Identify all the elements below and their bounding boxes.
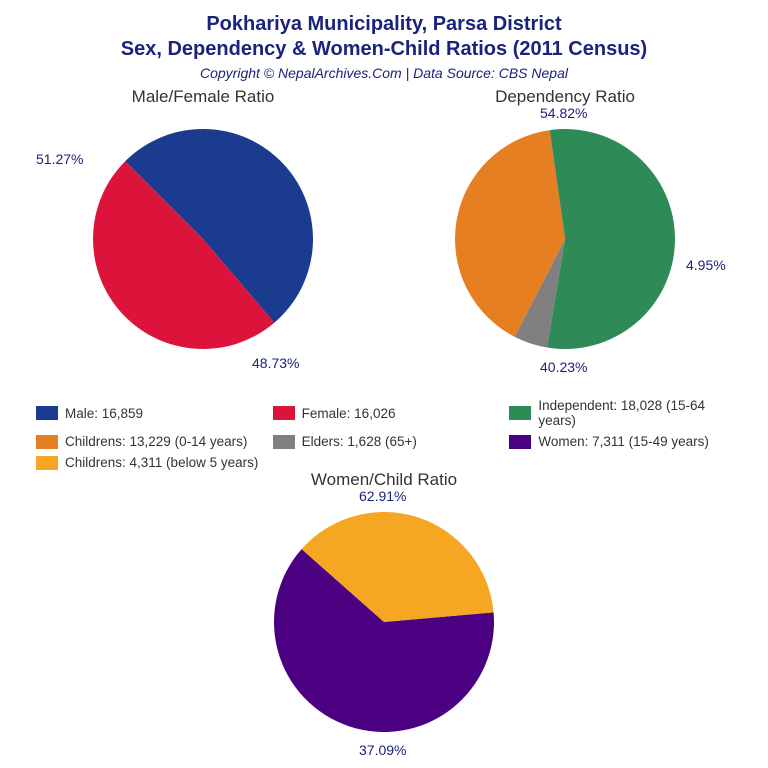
top-charts-row: Male/Female Ratio 51.27% 48.73% Dependenc… — [0, 87, 768, 387]
chart-title: Women/Child Ratio — [209, 470, 559, 490]
legend-swatch — [509, 406, 531, 420]
title-line-1: Pokhariya Municipality, Parsa District — [0, 12, 768, 37]
pie-slice-independent — [547, 129, 675, 349]
chart-title: Dependency Ratio — [390, 87, 740, 107]
pie-holder: 62.91%37.09% — [209, 492, 559, 752]
legend-label: Childrens: 4,311 (below 5 years) — [65, 455, 258, 470]
legend-label: Female: 16,026 — [302, 406, 396, 421]
legend-label: Elders: 1,628 (65+) — [302, 434, 417, 449]
slice-label-independent: 54.82% — [540, 105, 587, 121]
legend-swatch — [36, 456, 58, 470]
slice-label-elders: 4.95% — [686, 257, 726, 273]
pie-svg — [209, 492, 559, 752]
title-line-2: Sex, Dependency & Women-Child Ratios (20… — [0, 37, 768, 62]
chart-dependency: Dependency Ratio 54.82%4.95%40.23% — [390, 87, 740, 369]
slice-label-female: 48.73% — [252, 355, 299, 371]
chart-male-female: Male/Female Ratio 51.27% 48.73% — [28, 87, 378, 369]
legend-swatch — [36, 406, 58, 420]
slice-label-women: 62.91% — [359, 488, 406, 504]
slice-label-children_0_14: 40.23% — [540, 359, 587, 375]
legend-swatch — [36, 435, 58, 449]
chart-women-child: Women/Child Ratio 62.91%37.09% — [209, 470, 559, 752]
legend-item: Childrens: 4,311 (below 5 years) — [36, 455, 263, 470]
slice-label-children_below5: 37.09% — [359, 742, 406, 758]
pie-holder: 51.27% 48.73% — [28, 109, 378, 369]
legend-item: Elders: 1,628 (65+) — [273, 434, 500, 449]
legend-swatch — [273, 435, 295, 449]
subtitle: Copyright © NepalArchives.Com | Data Sou… — [0, 65, 768, 81]
slice-label-male: 51.27% — [36, 151, 83, 167]
legend-item: Women: 7,311 (15-49 years) — [509, 434, 736, 449]
legend-item: Childrens: 13,229 (0-14 years) — [36, 434, 263, 449]
legend-swatch — [509, 435, 531, 449]
legend-swatch — [273, 406, 295, 420]
legend-item: Male: 16,859 — [36, 398, 263, 428]
legend-item: Female: 16,026 — [273, 398, 500, 428]
header: Pokhariya Municipality, Parsa District S… — [0, 0, 768, 81]
legend-label: Male: 16,859 — [65, 406, 143, 421]
legend-label: Childrens: 13,229 (0-14 years) — [65, 434, 247, 449]
chart-title: Male/Female Ratio — [28, 87, 378, 107]
pie-svg — [28, 109, 378, 369]
legend-item: Independent: 18,028 (15-64 years) — [509, 398, 736, 428]
legend-label: Independent: 18,028 (15-64 years) — [538, 398, 736, 428]
pie-svg — [390, 109, 740, 369]
legend: Male: 16,859 Female: 16,026 Independent: 1… — [36, 398, 736, 470]
pie-holder: 54.82%4.95%40.23% — [390, 109, 740, 369]
legend-label: Women: 7,311 (15-49 years) — [538, 434, 709, 449]
